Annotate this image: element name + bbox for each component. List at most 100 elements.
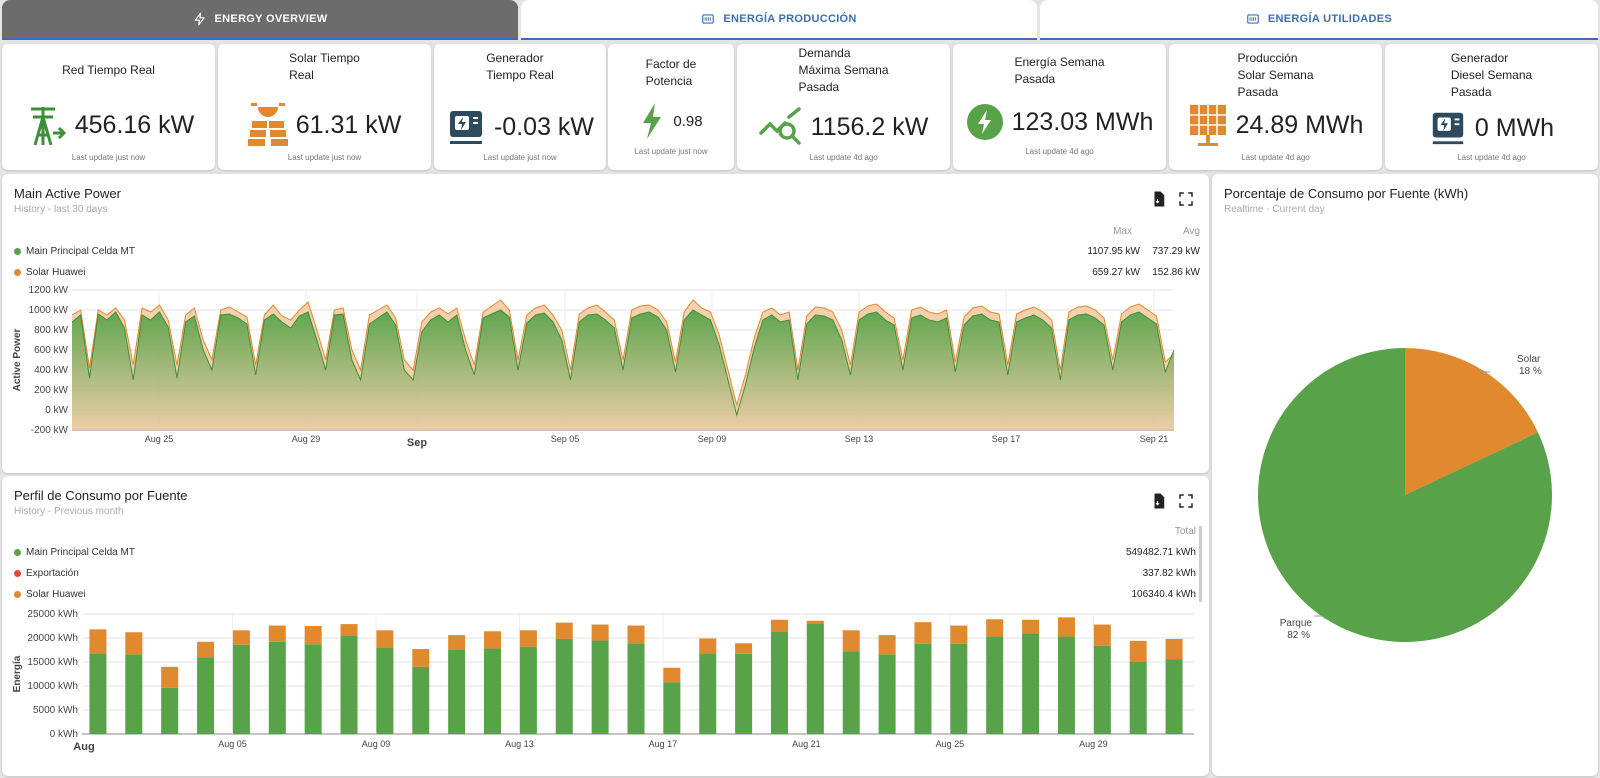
y-tick-label: 25000 kWh bbox=[27, 609, 78, 620]
kpi-card-red: Red Tiempo Real 456.16 kW Last update ju… bbox=[2, 44, 215, 170]
bar-main-principal bbox=[125, 654, 143, 734]
export-file-icon[interactable] bbox=[1150, 190, 1168, 208]
bar-main-principal bbox=[376, 647, 394, 734]
x-tick-label: Aug 29 bbox=[1079, 739, 1108, 749]
y-tick-label: 400 kW bbox=[34, 365, 68, 376]
pie-label-line bbox=[1479, 370, 1490, 373]
tab-energy-overview[interactable]: ENERGY OVERVIEW bbox=[2, 0, 518, 40]
porcentaje-consumo-panel: Porcentaje de Consumo por Fuente (kWh) R… bbox=[1212, 174, 1598, 776]
bar-solar-huawei bbox=[484, 631, 502, 649]
panel-subtitle: History - Previous month bbox=[14, 506, 124, 517]
y-tick-label: 1000 kW bbox=[29, 305, 69, 316]
kpi-card-factor: Factor de Potencia 0.98 Last update just… bbox=[608, 44, 734, 170]
legend-avg: 737.29 kW bbox=[1152, 246, 1200, 257]
panel-title: Perfil de Consumo por Fuente bbox=[14, 488, 188, 503]
x-tick-label: Sep 17 bbox=[992, 434, 1021, 444]
bar-main-principal bbox=[1057, 636, 1075, 734]
kpi-value: 456.16 kW bbox=[74, 110, 195, 139]
bar-main-principal bbox=[89, 653, 107, 734]
kpi-update: Last update just now bbox=[483, 153, 557, 162]
tab-bar: ENERGY OVERVIEW ENERGÍA PRODUCCIÓN ENERG… bbox=[0, 0, 1600, 42]
bar-main-principal bbox=[555, 638, 573, 734]
legend-item[interactable]: Main Principal Celda MT bbox=[14, 246, 135, 257]
tab-label: ENERGÍA UTILIDADES bbox=[1267, 13, 1393, 25]
x-tick-label: Aug 09 bbox=[362, 739, 391, 749]
bar-main-principal bbox=[986, 636, 1004, 734]
y-tick-label: 20000 kWh bbox=[27, 633, 78, 644]
legend-dot bbox=[14, 591, 21, 598]
legend-max: 1107.95 kW bbox=[1087, 246, 1140, 257]
legend-total: 337.82 kWh bbox=[1142, 568, 1196, 579]
bolt-icon bbox=[194, 12, 205, 26]
bar-solar-huawei bbox=[376, 630, 394, 648]
pie-label-value: 82 % bbox=[1287, 630, 1310, 641]
solar-huawei-line bbox=[71, 299, 1175, 407]
y-tick-label: 0 kWh bbox=[50, 729, 78, 740]
x-tick-label: Aug 05 bbox=[218, 739, 247, 749]
bar-main-principal bbox=[232, 644, 250, 734]
pie-label-line bbox=[1314, 615, 1327, 620]
bar-main-principal bbox=[699, 653, 717, 734]
x-tick-label: Aug 17 bbox=[649, 739, 678, 749]
bar-solar-huawei bbox=[555, 622, 573, 639]
legend-item[interactable]: Main Principal Celda MT bbox=[14, 547, 135, 558]
legend-label: Solar Huawei bbox=[26, 267, 86, 278]
y-tick-label: 600 kW bbox=[34, 345, 68, 356]
legend-item[interactable]: Exportación bbox=[14, 568, 79, 579]
kpi-card-produccion-solar: Producción Solar Semana Pasada 24.89 MWh… bbox=[1169, 44, 1382, 170]
kpi-row: 123.03 MWh bbox=[966, 103, 1153, 141]
x-tick-label: Sep 09 bbox=[698, 434, 727, 444]
tab-label: ENERGÍA PRODUCCIÓN bbox=[723, 13, 857, 25]
fullscreen-icon[interactable] bbox=[1177, 190, 1195, 208]
tab-energia-utilidades[interactable]: ENERGÍA UTILIDADES bbox=[1040, 0, 1598, 40]
generator-icon bbox=[449, 111, 482, 144]
legend-dot bbox=[14, 248, 21, 255]
panel-title: Main Active Power bbox=[14, 186, 121, 201]
power-tower-icon bbox=[30, 107, 66, 146]
bar-solar-huawei bbox=[232, 630, 250, 645]
legend-item[interactable]: Solar Huawei bbox=[14, 589, 85, 600]
y-axis-label: Energía bbox=[12, 655, 23, 692]
legend-col-avg: Avg bbox=[1182, 226, 1200, 237]
generator-icon bbox=[1432, 112, 1464, 145]
bar-main-principal bbox=[412, 666, 430, 734]
kpi-value: 0 MWh bbox=[1474, 113, 1555, 142]
kpi-title: Generador Diesel Semana Pasada bbox=[1450, 51, 1533, 99]
x-tick-label: Aug 25 bbox=[145, 434, 174, 444]
kpi-value: 61.31 kW bbox=[295, 110, 402, 139]
x-tick-label: Sep bbox=[407, 437, 427, 449]
kpi-card-generador-diesel: Generador Diesel Semana Pasada 0 MWh Las… bbox=[1385, 44, 1598, 170]
kpi-update: Last update just now bbox=[71, 153, 146, 162]
pie-slice-solar bbox=[1405, 348, 1539, 495]
legend-col-max: Max bbox=[1113, 226, 1132, 237]
kpi-title: Generador Tiempo Real bbox=[486, 51, 554, 82]
legend-scrollbar[interactable] bbox=[1199, 526, 1202, 602]
bar-solar-huawei bbox=[950, 625, 968, 644]
bar-main-principal bbox=[340, 635, 358, 734]
bar-solar-huawei bbox=[806, 620, 824, 624]
fullscreen-icon[interactable] bbox=[1177, 492, 1195, 510]
kpi-value: 0.98 bbox=[673, 112, 703, 130]
y-tick-label: 800 kW bbox=[34, 325, 68, 336]
bar-main-principal bbox=[842, 651, 860, 734]
export-file-icon[interactable] bbox=[1150, 492, 1168, 510]
x-tick-label: Aug 21 bbox=[792, 739, 821, 749]
active-power-chart[interactable]: 1200 kW 1000 kW 800 kW 600 kW 400 kW 200 kW 0 … bbox=[2, 282, 1209, 468]
x-tick-label: Aug 13 bbox=[505, 739, 534, 749]
bar-solar-huawei bbox=[161, 666, 179, 688]
tab-energia-produccion[interactable]: ENERGÍA PRODUCCIÓN bbox=[521, 0, 1037, 40]
y-tick-label: -200 kW bbox=[31, 425, 69, 436]
kpi-title: Demanda Máxima Semana Pasada bbox=[798, 46, 889, 94]
bar-solar-huawei bbox=[89, 629, 107, 654]
y-tick-label: 10000 kWh bbox=[27, 681, 78, 692]
legend-label: Main Principal Celda MT bbox=[26, 547, 135, 558]
kpi-update: Last update 4d ago bbox=[1025, 147, 1094, 156]
bar-main-principal bbox=[197, 657, 215, 734]
consumo-bar-chart[interactable]: 25000 kWh 20000 kWh 15000 kWh 10000 kWh 5000… bbox=[2, 606, 1209, 774]
legend-item[interactable]: Solar Huawei bbox=[14, 267, 85, 278]
kpi-value: 24.89 MWh bbox=[1235, 110, 1364, 139]
bar-main-principal bbox=[1165, 659, 1183, 734]
kpi-row: 24.89 MWh bbox=[1188, 103, 1364, 147]
kpi-title: Factor de Potencia bbox=[645, 57, 697, 88]
